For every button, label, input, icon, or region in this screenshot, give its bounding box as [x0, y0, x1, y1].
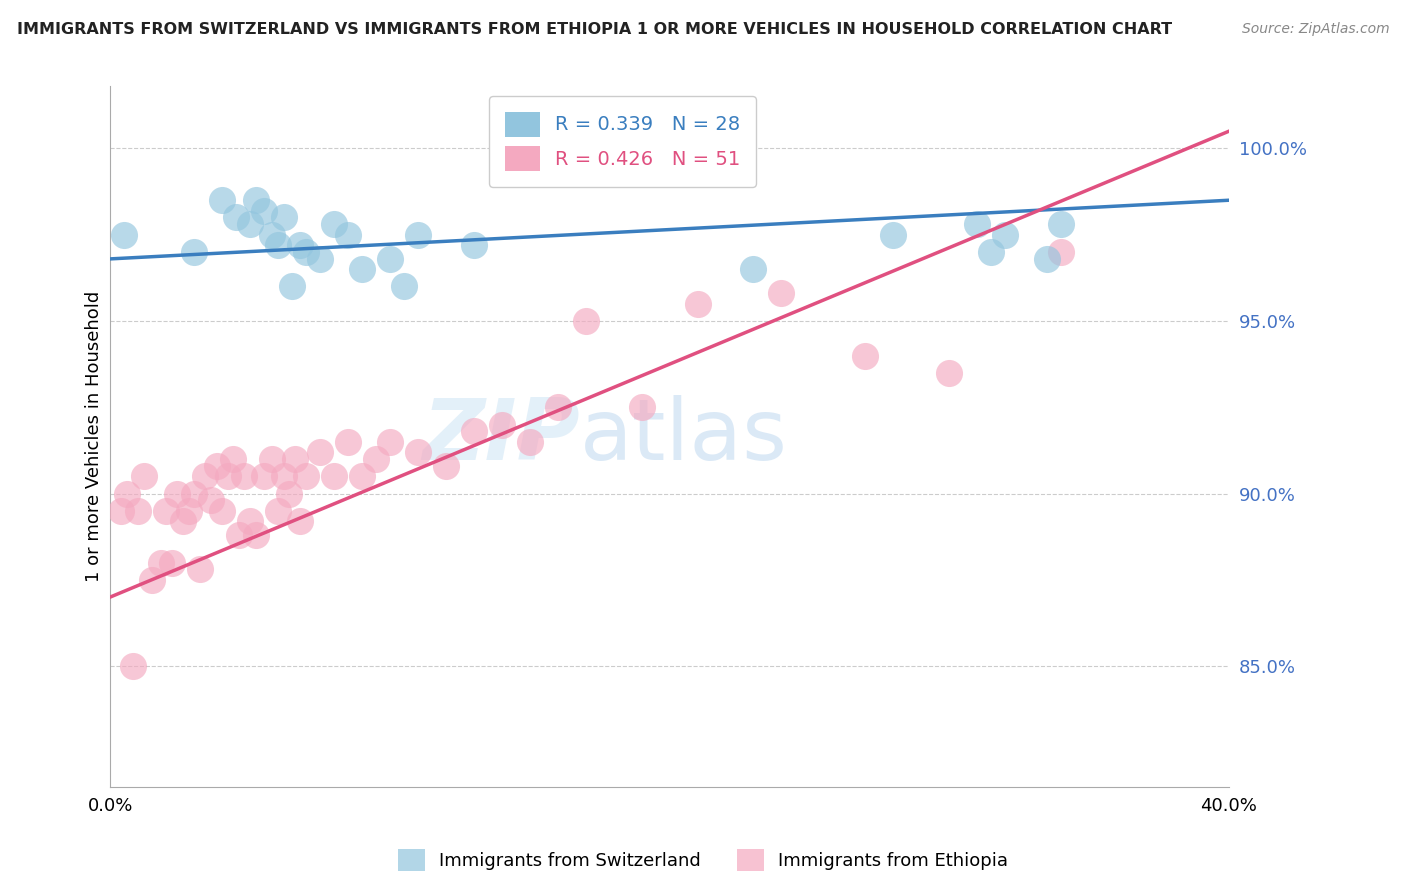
Point: [336, 227, 359, 242]
Point: [323, 469, 346, 483]
Point: [127, 504, 149, 518]
Point: [188, 562, 211, 576]
Point: [1036, 252, 1059, 266]
Point: [350, 469, 373, 483]
Point: [966, 218, 988, 232]
Point: [132, 469, 155, 483]
Point: [205, 458, 228, 473]
Point: [406, 227, 429, 242]
Point: [406, 445, 429, 459]
Point: [336, 434, 359, 449]
Point: [278, 486, 301, 500]
Point: [177, 504, 200, 518]
Text: ZIP: ZIP: [422, 395, 581, 478]
Point: [284, 452, 307, 467]
Point: [239, 218, 262, 232]
Point: [262, 452, 284, 467]
Point: [112, 227, 135, 242]
Point: [194, 469, 217, 483]
Point: [155, 504, 177, 518]
Point: [183, 245, 205, 260]
Point: [211, 504, 233, 518]
Point: [211, 193, 233, 207]
Point: [273, 211, 295, 225]
Point: [166, 486, 188, 500]
Point: [172, 514, 194, 528]
Point: [253, 469, 276, 483]
Point: [938, 366, 960, 380]
Point: [392, 279, 415, 293]
Point: [630, 401, 652, 415]
Point: [742, 262, 765, 277]
Point: [149, 556, 172, 570]
Point: [267, 238, 290, 252]
Point: [378, 252, 401, 266]
Point: [463, 238, 485, 252]
Point: [200, 493, 222, 508]
Point: [239, 514, 262, 528]
Point: [295, 245, 318, 260]
Point: [463, 425, 485, 439]
Legend: R = 0.339   N = 28, R = 0.426   N = 51: R = 0.339 N = 28, R = 0.426 N = 51: [489, 96, 756, 187]
Point: [115, 486, 138, 500]
Point: [882, 227, 904, 242]
Point: [364, 452, 387, 467]
Point: [519, 434, 541, 449]
Text: atlas: atlas: [581, 395, 789, 478]
Point: [575, 314, 598, 328]
Point: [853, 349, 876, 363]
Point: [290, 238, 312, 252]
Point: [233, 469, 256, 483]
Point: [245, 528, 267, 542]
Point: [309, 252, 332, 266]
Point: [267, 504, 290, 518]
Point: [253, 203, 276, 218]
Point: [222, 452, 245, 467]
Point: [262, 227, 284, 242]
Point: [121, 659, 143, 673]
Point: [547, 401, 569, 415]
Point: [980, 245, 1002, 260]
Text: Source: ZipAtlas.com: Source: ZipAtlas.com: [1241, 22, 1389, 37]
Point: [770, 286, 793, 301]
Point: [281, 279, 304, 293]
Y-axis label: 1 or more Vehicles in Household: 1 or more Vehicles in Household: [86, 291, 103, 582]
Point: [350, 262, 373, 277]
Point: [273, 469, 295, 483]
Text: IMMIGRANTS FROM SWITZERLAND VS IMMIGRANTS FROM ETHIOPIA 1 OR MORE VEHICLES IN HO: IMMIGRANTS FROM SWITZERLAND VS IMMIGRANT…: [17, 22, 1173, 37]
Legend: Immigrants from Switzerland, Immigrants from Ethiopia: Immigrants from Switzerland, Immigrants …: [391, 842, 1015, 879]
Point: [994, 227, 1017, 242]
Point: [110, 504, 132, 518]
Point: [491, 417, 513, 432]
Point: [183, 486, 205, 500]
Point: [378, 434, 401, 449]
Point: [686, 297, 709, 311]
Point: [1050, 218, 1073, 232]
Point: [295, 469, 318, 483]
Point: [245, 193, 267, 207]
Point: [217, 469, 239, 483]
Point: [160, 556, 183, 570]
Point: [1050, 245, 1073, 260]
Point: [434, 458, 457, 473]
Point: [309, 445, 332, 459]
Point: [290, 514, 312, 528]
Point: [323, 218, 346, 232]
Point: [228, 528, 250, 542]
Point: [225, 211, 247, 225]
Point: [141, 573, 163, 587]
